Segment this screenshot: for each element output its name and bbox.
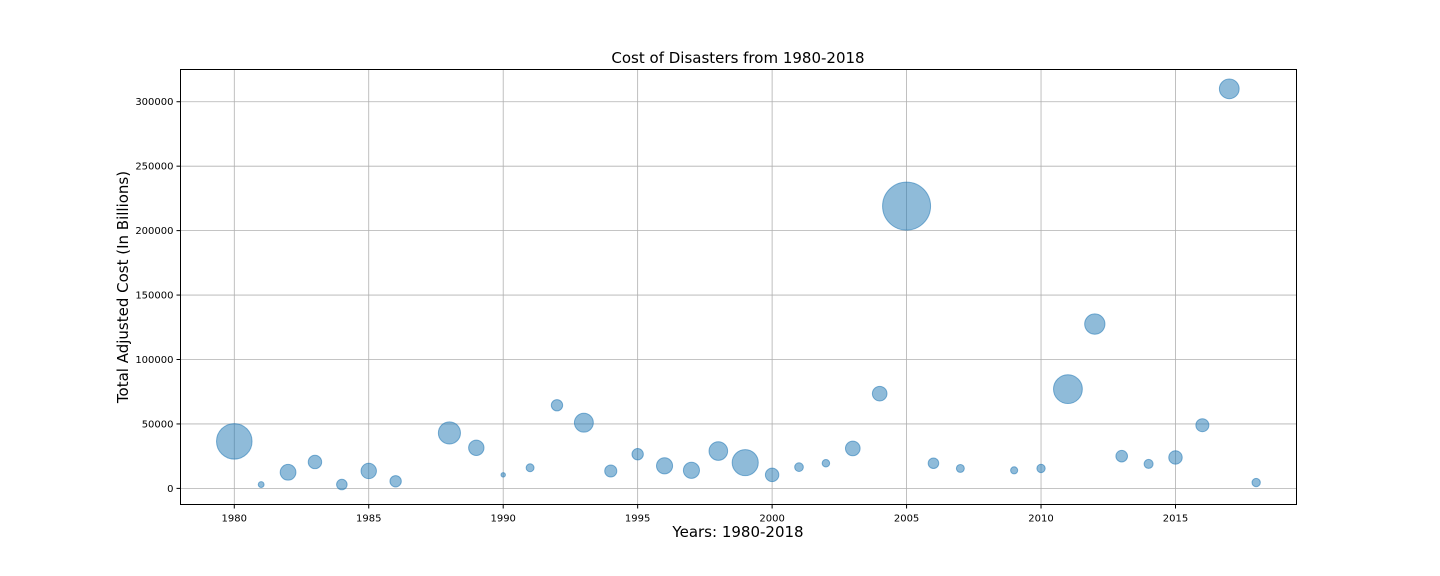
chart-title: Cost of Disasters from 1980-2018 <box>611 49 864 67</box>
data-point <box>525 463 535 473</box>
data-point <box>500 472 506 478</box>
data-point <box>821 458 831 468</box>
data-point <box>794 462 804 472</box>
data-point <box>1084 313 1106 335</box>
data-point <box>1143 458 1154 469</box>
data-point <box>844 440 861 457</box>
data-point <box>955 463 965 473</box>
data-point <box>731 449 759 477</box>
x-tick-label: 2015 <box>1163 514 1188 525</box>
ticks-layer: 1980 1985 1990 1995 2000 2005 2010 2015 0 50000 10… <box>135 97 1188 524</box>
y-axis-title: Total Adjusted Cost (In Billions) <box>114 171 132 404</box>
data-point <box>550 399 564 412</box>
data-point <box>1251 477 1261 488</box>
data-point <box>1053 374 1083 405</box>
data-point <box>437 421 461 445</box>
data-point <box>1218 78 1240 100</box>
x-tick-label: 1985 <box>356 514 381 525</box>
data-point <box>1115 449 1129 463</box>
data-point <box>307 454 323 470</box>
data-point <box>389 475 402 488</box>
data-point <box>927 457 940 470</box>
data-point <box>871 385 888 402</box>
data-point <box>468 439 485 456</box>
data-point <box>1036 463 1046 474</box>
data-point <box>1168 450 1183 465</box>
data-point <box>682 461 700 479</box>
x-tick-label: 1995 <box>625 514 650 525</box>
data-point <box>257 481 265 488</box>
data-point <box>336 478 348 491</box>
data-point <box>216 423 253 460</box>
data-point <box>1195 418 1210 433</box>
data-point <box>573 412 594 433</box>
data-point <box>631 448 644 461</box>
data-point <box>764 467 780 483</box>
data-point <box>1010 466 1019 475</box>
data-point <box>360 462 377 480</box>
data-point <box>708 441 729 461</box>
data-point <box>656 457 674 475</box>
y-tick-label: 0 <box>167 484 173 495</box>
y-tick-label: 50000 <box>142 419 174 430</box>
y-tick-label: 200000 <box>135 226 173 237</box>
data-point <box>279 463 297 481</box>
plot-frame <box>180 69 1297 505</box>
x-tick-label: 2005 <box>894 514 919 525</box>
y-tick-label: 300000 <box>135 97 173 108</box>
y-tick-label: 100000 <box>135 355 173 366</box>
x-tick-label: 2000 <box>759 514 784 525</box>
grid-layer <box>180 69 1297 505</box>
data-point <box>882 181 932 231</box>
data-point <box>604 464 618 478</box>
x-tick-label: 2010 <box>1028 514 1053 525</box>
x-tick-label: 1990 <box>490 514 515 525</box>
x-tick-label: 1980 <box>222 514 247 525</box>
x-axis-title: Years: 1980-2018 <box>671 523 803 541</box>
points-layer <box>216 78 1261 491</box>
y-tick-label: 150000 <box>135 291 173 302</box>
y-tick-label: 250000 <box>135 162 173 173</box>
